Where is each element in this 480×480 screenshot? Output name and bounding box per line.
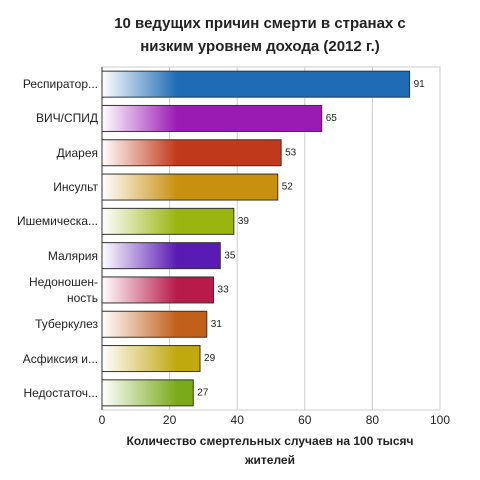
bar xyxy=(101,242,221,270)
value-label: 29 xyxy=(204,353,216,364)
x-tick-label: 40 xyxy=(231,413,245,427)
y-tick-label: Диарея xyxy=(56,145,98,160)
bar xyxy=(101,345,201,373)
y-tick-label: Недоношен- ность xyxy=(29,274,98,305)
x-tick-label: 60 xyxy=(298,413,312,427)
bar xyxy=(101,173,279,201)
y-tick-label: Малярия xyxy=(47,248,98,263)
value-label: 31 xyxy=(211,319,223,330)
chart-title: 10 ведущих причин смерти в странах с низ… xyxy=(114,15,406,55)
x-tick-label: 0 xyxy=(99,413,106,427)
x-tick-label: 100 xyxy=(430,413,450,427)
bar xyxy=(101,276,215,304)
x-axis-label: Количество смертельных случаев на 100 ты… xyxy=(126,434,414,467)
value-label: 53 xyxy=(285,147,297,158)
x-tick-label: 20 xyxy=(163,413,177,427)
y-tick-label: Туберкулез xyxy=(35,317,98,332)
bar xyxy=(101,310,208,338)
y-tick-label: Недостаточ... xyxy=(23,385,98,400)
value-label: 39 xyxy=(238,216,250,227)
bar xyxy=(101,104,323,132)
y-tick-label: Ишемическа... xyxy=(17,214,98,229)
y-tick-label: Асфиксия и... xyxy=(22,351,98,366)
value-label: 91 xyxy=(414,79,426,90)
y-tick-label: Инсульт xyxy=(53,180,98,195)
value-label: 35 xyxy=(224,250,236,261)
y-tick-label: ВИЧ/СПИД xyxy=(35,111,98,126)
value-label: 27 xyxy=(197,387,209,398)
bar xyxy=(101,207,235,235)
bar xyxy=(101,139,282,167)
value-label: 65 xyxy=(326,113,338,124)
value-label: 33 xyxy=(218,285,230,296)
bar xyxy=(101,379,194,407)
bar xyxy=(101,70,411,98)
value-label: 52 xyxy=(282,182,294,193)
y-tick-label: Респиратор... xyxy=(22,77,98,92)
x-tick-label: 80 xyxy=(366,413,380,427)
